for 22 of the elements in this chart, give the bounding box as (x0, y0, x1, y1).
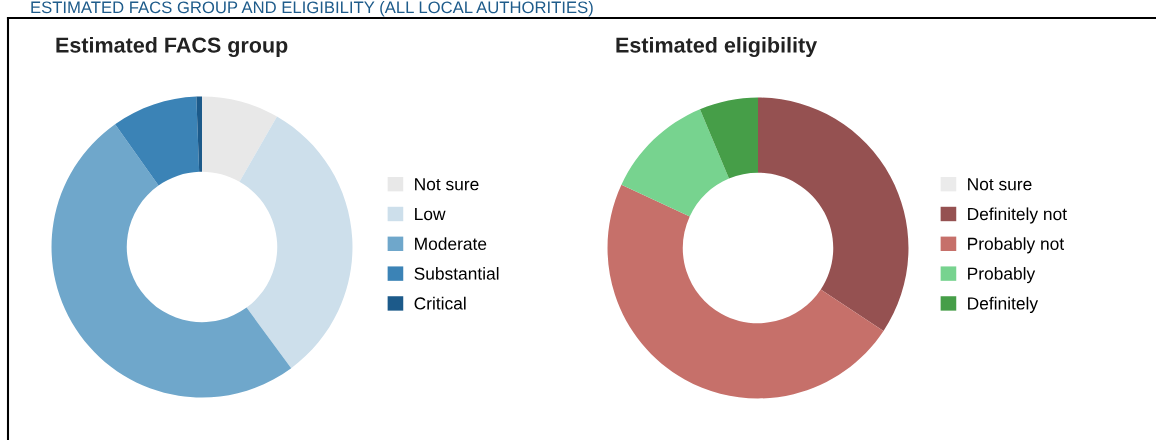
chart-title: Estimated FACS group (56, 36, 288, 58)
legend-label: Definitely not (968, 207, 1067, 224)
legend-label: Moderate (415, 237, 487, 250)
legend-label: Substantial (414, 267, 499, 280)
legend-label: Critical (414, 296, 466, 310)
legend-label: Definitely (968, 296, 1039, 314)
donut-slice (196, 96, 202, 172)
text: ESTIMATED FACS GROUP AND ELIGIBILITY (ALL LOCAL AUTHORITIES) (31, 1, 593, 17)
donut-slice (621, 109, 729, 217)
legend-label: Probably (968, 267, 1036, 284)
legend-label: Not sure (968, 178, 1032, 191)
donut-slice (51, 124, 292, 398)
donut-slice (699, 97, 758, 179)
legend-label: Probably not (968, 237, 1065, 254)
donut-slice (758, 97, 909, 332)
donut-slice (607, 184, 884, 399)
donut-slice (115, 96, 200, 186)
donut-slice (202, 96, 277, 182)
donut-slice (239, 116, 353, 369)
legend-label: Not sure (415, 178, 479, 191)
legend-label: Low (415, 208, 446, 221)
chart-title: Estimated eligibility (616, 36, 818, 58)
